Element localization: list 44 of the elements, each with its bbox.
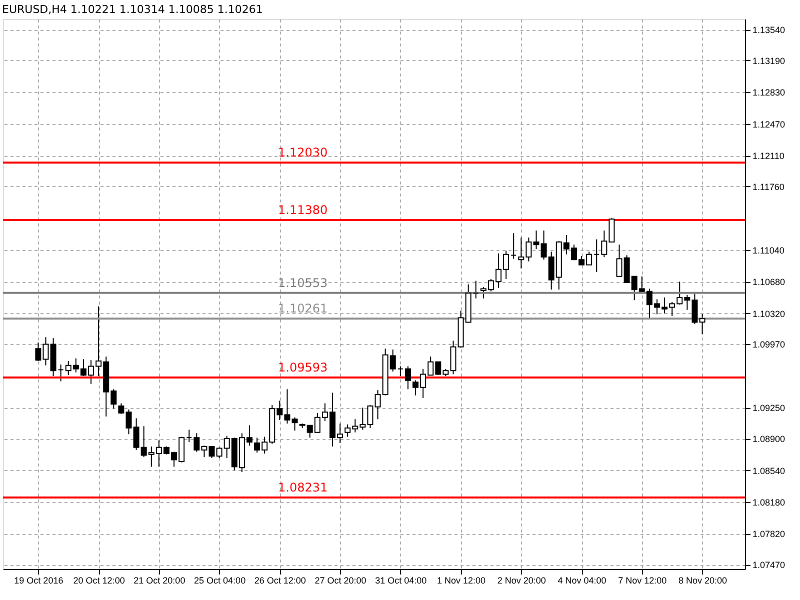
x-tick-label: 7 Nov 12:00 bbox=[618, 576, 667, 586]
y-tick-label: 1.10320 bbox=[752, 308, 786, 319]
candlestick bbox=[594, 238, 600, 272]
x-tick-label: 8 Nov 20:00 bbox=[678, 576, 728, 586]
y-tick-label: 1.13190 bbox=[752, 56, 786, 66]
y-tick-label: 1.07820 bbox=[752, 529, 786, 540]
y-tick-label: 1.11040 bbox=[752, 245, 784, 256]
x-tick-label: 25 Oct 04:00 bbox=[194, 576, 246, 586]
x-tick-label: 20 Oct 12:00 bbox=[73, 576, 125, 586]
ref-line-label: 1.10261 bbox=[278, 302, 328, 316]
y-tick-label: 1.07470 bbox=[752, 560, 786, 570]
x-tick-label: 4 Nov 04:00 bbox=[558, 576, 606, 586]
ref-line-label: 1.10553 bbox=[278, 276, 328, 290]
x-tick-label: 21 Oct 20:00 bbox=[134, 576, 186, 586]
candlestick bbox=[397, 366, 404, 376]
candlestick bbox=[472, 280, 479, 299]
y-tick-label: 1.12110 bbox=[752, 151, 784, 162]
candlestick bbox=[186, 429, 192, 443]
x-tick-label: 26 Oct 12:00 bbox=[254, 576, 306, 586]
y-tick-label: 1.12830 bbox=[752, 88, 786, 98]
candlestick bbox=[58, 364, 64, 382]
candlestick bbox=[699, 313, 706, 335]
candlestick bbox=[404, 366, 411, 390]
y-tick-label: 1.10680 bbox=[752, 277, 786, 288]
ref-line-label: 1.08231 bbox=[278, 480, 328, 495]
chart-title: EURUSD,H4 1.10221 1.10314 1.10085 1.10261 bbox=[2, 3, 263, 16]
y-tick-label: 1.09970 bbox=[752, 340, 786, 350]
ref-line-label: 1.11380 bbox=[278, 202, 328, 217]
candlestick bbox=[292, 416, 298, 432]
candlestick bbox=[510, 232, 517, 260]
y-tick-label: 1.12470 bbox=[752, 119, 786, 130]
x-tick-label: 31 Oct 04:00 bbox=[375, 576, 427, 586]
x-tick-label: 2 Nov 20:00 bbox=[497, 576, 546, 586]
y-tick-label: 1.08180 bbox=[752, 498, 786, 508]
y-tick-label: 1.08900 bbox=[752, 434, 786, 444]
y-tick-label: 1.09250 bbox=[752, 403, 786, 414]
x-tick-label: 27 Oct 20:00 bbox=[314, 576, 366, 586]
y-tick-label: 1.13540 bbox=[752, 25, 786, 36]
x-tick-label: 1 Nov 12:00 bbox=[437, 576, 486, 586]
x-tick-label: 19 Oct 2016 bbox=[14, 576, 64, 586]
y-tick-label: 1.11760 bbox=[752, 182, 784, 192]
ref-line-label: 1.12030 bbox=[278, 146, 328, 160]
ref-line-label: 1.09593 bbox=[278, 360, 328, 374]
y-tick-label: 1.08540 bbox=[752, 466, 786, 476]
